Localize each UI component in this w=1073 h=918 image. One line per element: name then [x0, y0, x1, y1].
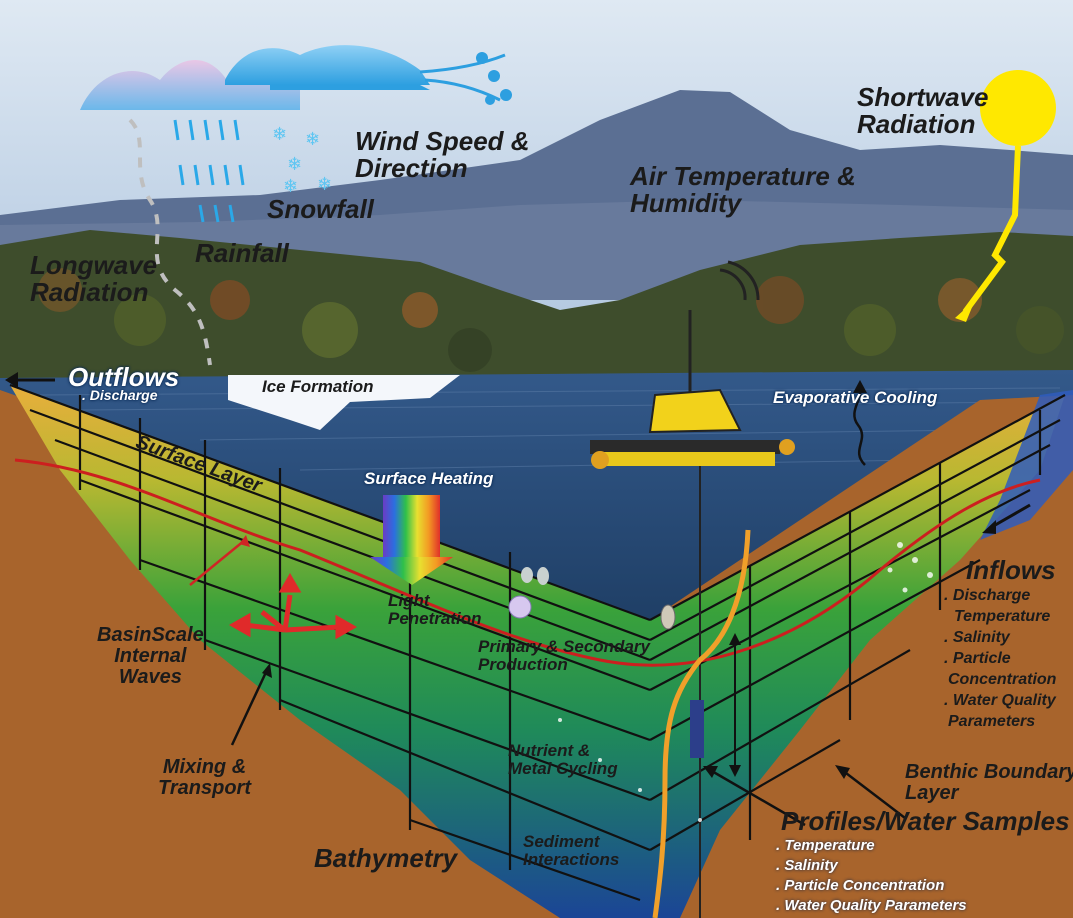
clouds [80, 45, 430, 110]
light-penetration-label: Light Penetration [388, 592, 482, 628]
bubbles [558, 542, 933, 822]
profiler-sonde [690, 700, 704, 758]
svg-text:❄: ❄ [305, 129, 320, 150]
benthic-boundary-layer-label: Benthic Boundary Layer [905, 762, 1073, 804]
shortwave-line-2: Radiation [857, 109, 976, 140]
outflow-arrow [5, 372, 55, 388]
thermocline-line [14, 458, 1041, 667]
nutrient-line-2: Metal Cycling [508, 758, 618, 778]
light-line-1: Light [388, 591, 430, 610]
longwave-line-2: Radiation [30, 277, 149, 308]
benthic-line-1: Benthic Boundary [905, 761, 1073, 783]
bathymetry-label: Bathymetry [314, 843, 458, 873]
air-temp-line-1: Air Temperature & [630, 161, 856, 191]
inflows-item: . Salinity [944, 629, 1010, 646]
profiles-water-samples-label: Profiles/Water Samples [781, 806, 1070, 836]
nutrient-line-1: Nutrient & [508, 741, 591, 760]
shortwave-radiation-label: Shortwave Radiation [857, 82, 989, 140]
wind-speed-direction-label: Wind Speed & Direction [355, 126, 530, 184]
surface-heating-label: Surface Heating [364, 469, 494, 488]
sediment-interactions-label: Sediment Interactions [523, 833, 619, 869]
plankton [508, 567, 676, 630]
rainfall-label: Rainfall [195, 238, 289, 268]
longwave-path [128, 118, 212, 366]
sun-icon [980, 70, 1056, 146]
surface-heating-arrow [370, 495, 453, 585]
inflows-item: . Water Quality [944, 692, 1056, 709]
evaporation-arrow [853, 389, 866, 466]
nutrient-metal-cycling-label: Nutrient & Metal Cycling [508, 742, 618, 778]
longwave-line-1: Longwave [30, 250, 158, 280]
inflows-item: Concentration [948, 671, 1057, 688]
inflows-label: Inflows [966, 555, 1056, 585]
waves-line-2: Internal [114, 645, 187, 667]
inflows-item: Parameters [948, 713, 1036, 730]
forest-hills [0, 230, 1073, 385]
snow-icon: ❄ ❄ ❄❄ ❄ [272, 124, 332, 197]
longwave-radiation-label: Longwave Radiation [30, 250, 158, 308]
inflows-item: . Discharge [944, 587, 1031, 604]
primary-secondary-production-label: Primary & Secondary Production [478, 638, 650, 674]
inflows-item: Temperature [954, 608, 1051, 625]
shortwave-line-1: Shortwave [857, 82, 989, 112]
grid-right [649, 394, 1066, 851]
water-column [10, 385, 1065, 918]
inflows-list: . Discharge Temperature . Salinity . Par… [944, 585, 1056, 732]
production-line-1: Primary & Secondary [478, 637, 650, 656]
profiles-item: . Temperature [776, 837, 875, 854]
wind-line-2: Direction [355, 153, 468, 184]
production-line-2: Production [478, 654, 568, 674]
rain-icon [173, 119, 245, 223]
wind-icon [419, 52, 512, 105]
mixing-transport-label: Mixing & Transport [158, 757, 251, 799]
light-line-2: Penetration [388, 608, 482, 628]
snowfall-label: Snowfall [267, 194, 374, 224]
mixing-line-1: Mixing & [162, 756, 247, 778]
basin-scale-internal-waves-label: BasinScale Internal Waves [97, 625, 204, 688]
profiles-list: . Temperature . Salinity . Particle Conc… [776, 836, 967, 916]
svg-text:❄: ❄ [283, 176, 298, 197]
wind-line-1: Wind Speed & [355, 126, 530, 156]
outflows-discharge-label: . Discharge [82, 387, 158, 403]
inflow-water [980, 390, 1073, 540]
profiles-item: . Salinity [776, 857, 838, 874]
air-temperature-humidity-label: Air Temperature & Humidity [630, 161, 856, 219]
svg-text:❄: ❄ [317, 174, 332, 195]
inflows-item: . Particle [944, 650, 1011, 667]
svg-text:❄: ❄ [272, 124, 287, 145]
mixing-line-2: Transport [158, 777, 251, 799]
forest-texture [38, 268, 1064, 372]
evaporative-cooling-label: Evaporative Cooling [773, 388, 938, 407]
benthic-line-2: Layer [905, 782, 959, 804]
profiles-item: . Particle Concentration [776, 877, 945, 894]
monitoring-buoy [590, 260, 795, 918]
profiles-item: . Water Quality Parameters [776, 897, 967, 914]
waves-line-3: Waves [118, 666, 182, 688]
shortwave-bolt [962, 145, 1021, 314]
svg-text:❄: ❄ [287, 154, 302, 175]
internal-wave-arrows [228, 573, 358, 640]
outflows-label: Outflows [68, 362, 180, 392]
sediment-line-2: Interactions [523, 849, 620, 869]
ice-formation-label: Ice Formation [262, 377, 374, 396]
ice-floe [228, 375, 460, 430]
profiler-cable [652, 529, 751, 918]
air-temp-line-2: Humidity [630, 188, 742, 219]
sediment-line-1: Sediment [523, 832, 600, 851]
waves-line-1: BasinScale [97, 624, 204, 646]
